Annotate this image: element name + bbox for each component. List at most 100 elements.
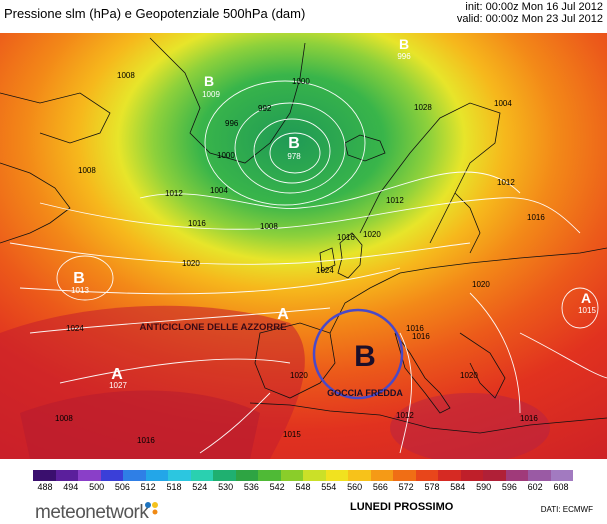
scale-tick-label: 578 (424, 482, 440, 492)
color-scale (33, 470, 573, 481)
map-title: Pressione slm (hPa) e Geopotenziale 500h… (4, 6, 306, 21)
high-center-letter: A (111, 366, 123, 383)
scale-swatch (168, 470, 191, 481)
isobar-label: 1016 (412, 332, 430, 341)
scale-tick-label: 494 (63, 482, 79, 492)
scale-tick-label: 584 (450, 482, 466, 492)
cold-drop-ring (312, 308, 404, 400)
low-center-letter: B (204, 73, 214, 89)
isobar-label: 1028 (414, 103, 432, 112)
isobar-label: 1016 (188, 219, 206, 228)
isobar-label: 1000 (217, 151, 235, 160)
isobar-label: 1008 (55, 414, 73, 423)
scale-swatch (483, 470, 506, 481)
brand-logo: meteonetwork (35, 502, 149, 523)
isobar-label: 1020 (290, 371, 308, 380)
isobar-label: 1000 (292, 77, 310, 86)
isobar-label: 1012 (396, 411, 414, 420)
scale-swatch (303, 470, 326, 481)
isobar-label: 992 (258, 104, 272, 113)
scale-tick-label: 500 (89, 482, 105, 492)
run-times: init: 00:00z Mon 16 Jul 2012 valid: 00:0… (457, 1, 603, 25)
high-center-letter: A (581, 290, 591, 306)
high-center-letter: A (277, 306, 289, 323)
isobar-label: 1004 (210, 186, 228, 195)
scale-tick-label: 572 (398, 482, 414, 492)
isobar-label: 1016 (406, 324, 424, 333)
isobar-label: 1008 (117, 71, 135, 80)
low-center-value: 1013 (71, 286, 89, 295)
scale-swatch (505, 470, 528, 481)
high-center-value: 1027 (109, 381, 127, 390)
isobar-label: 1020 (363, 230, 381, 239)
scale-tick-label: 566 (372, 482, 388, 492)
scale-swatch (393, 470, 416, 481)
scale-swatch (78, 470, 101, 481)
scale-tick-label: 518 (166, 482, 182, 492)
weather-map: 1008 1000 996 992 1000 1004 1008 1012 10… (0, 33, 607, 459)
isobar-label: 1016 (337, 233, 355, 242)
scale-tick-label: 530 (218, 482, 234, 492)
scale-swatch (145, 470, 168, 481)
scale-tick-label: 524 (192, 482, 208, 492)
low-center-letter: B (288, 135, 300, 152)
pressure-centers: B 996 B 1009 B 978 B 1013 A 1027 A A 101… (71, 36, 596, 390)
low-center-letter: B (73, 270, 85, 287)
scale-tick-label: 542 (269, 482, 285, 492)
low-center-value: 978 (287, 152, 301, 161)
forecast-day: LUNEDI PROSSIMO (350, 501, 454, 513)
coastlines (0, 37, 607, 434)
isobar-label: 1012 (497, 178, 515, 187)
scale-tick-label: 596 (501, 482, 517, 492)
scale-tick-label: 506 (114, 482, 130, 492)
scale-swatch (235, 470, 258, 481)
isobar-label: 1016 (520, 414, 538, 423)
isobar-label: 1016 (137, 436, 155, 445)
isobar-label: 1020 (182, 259, 200, 268)
high-core-italy (390, 393, 550, 459)
cold-drop-label: GOCCIA FREDDA (327, 388, 403, 398)
scale-swatch (460, 470, 483, 481)
color-scale-labels: 488 494 500 506 512 518 524 530 536 542 548 554 560 5… (33, 482, 573, 494)
valid-time: valid: 00:00z Mon 23 Jul 2012 (456, 13, 603, 25)
scale-tick-label: 590 (476, 482, 492, 492)
low-center-value: 996 (397, 52, 411, 61)
scale-swatch (280, 470, 303, 481)
scale-swatch (370, 470, 393, 481)
isobars (9, 80, 607, 454)
isobar-label: 1012 (386, 196, 404, 205)
scale-swatch (550, 470, 573, 481)
high-center-value: 1015 (578, 306, 596, 315)
scale-swatch (190, 470, 213, 481)
isobar-label: 1008 (260, 222, 278, 231)
cold-drop-letter: B (354, 340, 376, 373)
isobar-label: 1004 (494, 99, 512, 108)
scale-swatch (123, 470, 146, 481)
scale-swatch (258, 470, 281, 481)
scale-swatch (528, 470, 551, 481)
scale-swatch (100, 470, 123, 481)
scale-tick-label: 488 (37, 482, 53, 492)
scale-tick-label: 602 (527, 482, 543, 492)
isobar-label: 1020 (472, 280, 490, 289)
scale-swatch (325, 470, 348, 481)
isobar-label: 1016 (527, 213, 545, 222)
low-center-letter: B (399, 36, 409, 52)
data-source: DATI: ECMWF (540, 505, 593, 514)
isobar-label: 1020 (460, 371, 478, 380)
scale-tick-label: 536 (243, 482, 259, 492)
init-time: init: 00:00z Mon 16 Jul 2012 (465, 1, 603, 13)
low-center-value: 1009 (202, 90, 220, 99)
anticyclone-label: ANTICICLONE DELLE AZZORRE (140, 322, 287, 333)
isobar-labels: 1008 1000 996 992 1000 1004 1008 1012 10… (55, 71, 545, 445)
scale-tick-label: 512 (140, 482, 156, 492)
scale-swatch (213, 470, 236, 481)
scale-swatch (438, 470, 461, 481)
scale-swatch (33, 470, 56, 481)
high-geopotential-core (20, 390, 260, 459)
isobar-label: 1024 (316, 266, 334, 275)
isobar-label: 1012 (165, 189, 183, 198)
scale-swatch (55, 470, 78, 481)
scale-swatch (415, 470, 438, 481)
scale-tick-label: 560 (347, 482, 363, 492)
